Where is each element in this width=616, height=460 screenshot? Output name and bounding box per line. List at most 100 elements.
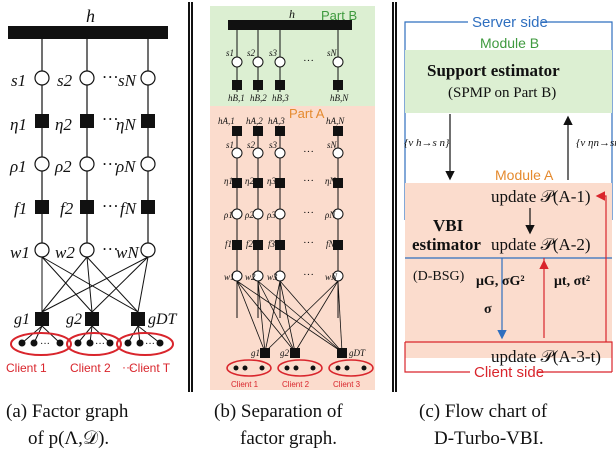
svg-text:···: ··· [122, 360, 134, 374]
svg-text:η2: η2 [245, 176, 254, 186]
svg-text:hA,2: hA,2 [246, 116, 263, 126]
svg-text:ρN: ρN [324, 210, 336, 220]
sigma-label: σ [484, 302, 492, 317]
panel-b: Part B Part A h s1 s2 s3 sN hB,1 hB,2 hB,3 hB,… [210, 6, 375, 449]
msg-up-label: {v ηn→sn} [576, 137, 616, 149]
svg-text:···: ··· [303, 55, 314, 67]
support-estimator: Support estimator [427, 61, 560, 80]
h-label-b: h [289, 7, 295, 21]
eta1-label: η1 [10, 115, 27, 134]
h-factor-bar [8, 26, 168, 39]
s1-label: s1 [11, 71, 26, 90]
caption-b-line2: factor graph. [240, 428, 337, 449]
mu-g-label: μG, σG² [476, 274, 525, 289]
gDT-label: gDT [148, 311, 178, 328]
update-a3: update 𝒫(A-3-t) [491, 347, 601, 366]
svg-text:hA,3: hA,3 [268, 116, 285, 126]
client-cluster: ··· [66, 325, 122, 356]
dots-label: … [103, 63, 118, 82]
module-a-box [405, 183, 612, 358]
vbi-label-1: VBI [433, 216, 464, 235]
g-factor [131, 312, 145, 326]
f2-label: f2 [60, 199, 74, 218]
wN-label: wN [116, 243, 140, 262]
svg-text:w2: w2 [245, 272, 256, 282]
svg-text:fN: fN [326, 239, 336, 249]
svg-text:s3: s3 [269, 48, 278, 58]
rho2-label: ρ2 [54, 157, 72, 176]
svg-text:sN: sN [327, 48, 338, 58]
dots-label: … [103, 192, 118, 211]
w1-label: w1 [10, 243, 30, 262]
eta-factor [35, 114, 49, 128]
caption-c-line2: D-Turbo-VBI. [434, 428, 544, 449]
f1-label: f1 [14, 199, 27, 218]
svg-text:···: ··· [303, 175, 314, 187]
client-2-label: Client 2 [70, 361, 111, 375]
svg-text:hA,1: hA,1 [218, 116, 235, 126]
module-b-box [405, 50, 612, 113]
part-a-label: Part A [289, 106, 325, 121]
eta-factor [141, 114, 155, 128]
svg-text:w3: w3 [267, 272, 278, 282]
eta2-label: η2 [55, 115, 72, 134]
svg-text:w1: w1 [224, 272, 235, 282]
svg-text:Client 2: Client 2 [282, 380, 310, 389]
svg-text:f1: f1 [225, 239, 232, 249]
svg-text:hB,3: hB,3 [272, 93, 289, 103]
client-cluster: ··· [116, 325, 174, 356]
module-a-label: Module A [495, 167, 554, 183]
svg-text:wN: wN [325, 272, 338, 282]
w2-label: w2 [55, 243, 75, 262]
svg-text:ρ2: ρ2 [244, 210, 254, 220]
dots-label: … [103, 235, 118, 254]
update-a2: update 𝒫(A-2) [491, 235, 591, 254]
h-factor-bar-b [228, 20, 352, 30]
server-side-label: Server side [472, 14, 548, 31]
g2-label: g2 [66, 311, 82, 328]
client-dots: ··· [145, 339, 155, 350]
rho-node [34, 156, 50, 172]
msg-down-label: {v h→s n} [404, 137, 450, 149]
s2-label: s2 [57, 71, 73, 90]
caption-c-line1: (c) Flow chart of [419, 401, 548, 422]
svg-text:η3: η3 [267, 176, 276, 186]
g-factor [85, 312, 99, 326]
rho-node [79, 156, 95, 172]
svg-text:s1: s1 [226, 48, 234, 58]
svg-text:s1: s1 [226, 140, 234, 150]
caption-a-line2: of p(Λ,𝒟). [28, 428, 109, 449]
s-node [140, 70, 156, 86]
svg-text:hB,2: hB,2 [250, 93, 267, 103]
svg-text:s2: s2 [247, 48, 256, 58]
w-node [140, 242, 156, 258]
update-a1: update 𝒫(A-1) [491, 187, 591, 206]
rho1-label: ρ1 [9, 157, 27, 176]
client-side-label: Client side [474, 364, 544, 381]
etaN-label: ηN [116, 115, 137, 134]
svg-text:f2: f2 [246, 239, 254, 249]
svg-text:s3: s3 [269, 140, 278, 150]
svg-text:ρ3: ρ3 [266, 210, 276, 220]
svg-text:η1: η1 [224, 176, 233, 186]
g1-label: g1 [14, 311, 30, 328]
svg-text:ηN: ηN [325, 176, 336, 186]
client-dots: ··· [95, 339, 105, 350]
svg-text:g1: g1 [251, 348, 260, 358]
client-1-label: Client 1 [6, 361, 47, 375]
part-b-label: Part B [321, 8, 357, 23]
svg-text:Client 1: Client 1 [231, 380, 259, 389]
w-node [34, 242, 50, 258]
svg-text:gDT: gDT [349, 348, 366, 358]
eta-factor [80, 114, 94, 128]
module-b-label: Module B [480, 35, 539, 51]
client-T-label: Client T [129, 361, 171, 375]
caption-a-line1: (a) Factor graph [6, 401, 129, 422]
g-factor [35, 312, 49, 326]
panel-c: Server side Module B Support estimator (… [404, 14, 616, 449]
spmp-label: (SPMP on Part B) [448, 85, 556, 101]
caption-b-line1: (b) Separation of [214, 401, 343, 422]
vbi-label-2: estimator [412, 235, 481, 254]
svg-text:···: ··· [303, 269, 314, 281]
